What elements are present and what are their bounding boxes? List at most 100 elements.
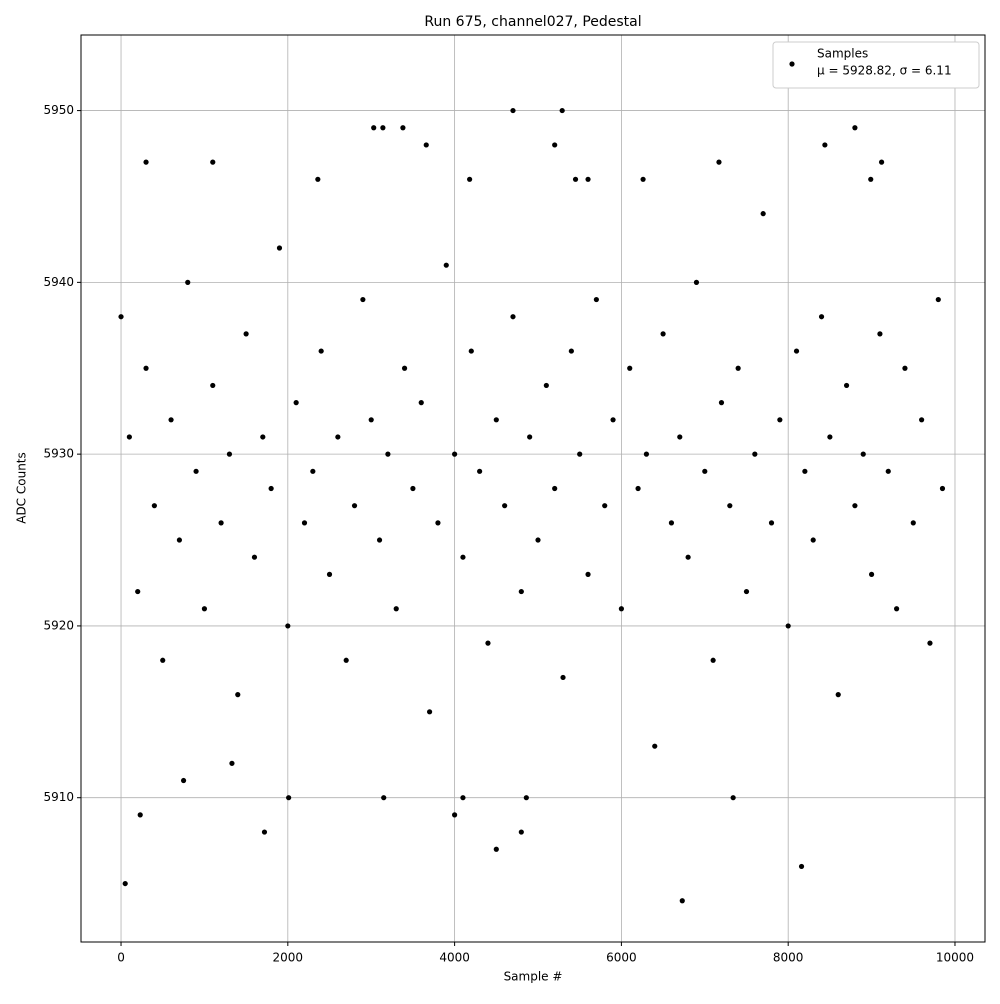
- point: [919, 417, 925, 423]
- point: [410, 485, 416, 492]
- point: [426, 709, 433, 715]
- point: [743, 588, 750, 595]
- point: [351, 503, 358, 509]
- point: [201, 606, 208, 612]
- point: [822, 142, 828, 148]
- point: [640, 176, 646, 182]
- point: [235, 692, 241, 698]
- point: [335, 434, 341, 440]
- point: [935, 296, 941, 303]
- x-axis-label: Sample #: [504, 970, 563, 984]
- point: [180, 777, 187, 784]
- point: [493, 417, 499, 423]
- point: [910, 520, 916, 526]
- point: [251, 554, 258, 560]
- point: [793, 348, 800, 354]
- point: [535, 537, 541, 543]
- point: [276, 245, 283, 251]
- point: [360, 296, 366, 303]
- point: [585, 176, 591, 182]
- x-tick-label: 0: [117, 951, 125, 965]
- point: [559, 107, 565, 114]
- point: [818, 314, 825, 320]
- point: [385, 451, 391, 457]
- x-tick-label: 4000: [439, 951, 470, 965]
- point: [902, 365, 908, 371]
- point: [939, 485, 946, 492]
- point: [716, 159, 722, 165]
- point: [868, 571, 875, 577]
- point: [510, 314, 516, 320]
- y-tick-label: 5920: [43, 618, 74, 632]
- point: [368, 417, 374, 423]
- point: [122, 880, 128, 887]
- point: [443, 262, 449, 268]
- point: [560, 674, 566, 681]
- point: [679, 898, 685, 904]
- point: [381, 795, 387, 801]
- y-tick-label: 5940: [43, 275, 74, 289]
- point: [468, 348, 474, 354]
- point: [343, 657, 349, 663]
- point: [118, 314, 124, 320]
- point: [543, 382, 549, 389]
- point: [618, 606, 624, 612]
- point: [602, 503, 608, 509]
- point: [760, 211, 766, 217]
- y-tick-label: 5910: [43, 790, 74, 804]
- point: [610, 417, 616, 423]
- point: [527, 434, 533, 440]
- point: [878, 159, 885, 165]
- point: [735, 365, 741, 371]
- point: [552, 485, 558, 492]
- point: [126, 434, 132, 440]
- x-tick-label: 6000: [606, 951, 637, 965]
- point: [293, 400, 299, 406]
- point: [460, 795, 466, 801]
- point: [193, 468, 199, 474]
- point: [493, 846, 499, 852]
- point: [243, 331, 249, 337]
- point: [852, 503, 858, 509]
- point: [685, 554, 691, 560]
- x-tick-label: 10000: [936, 951, 974, 965]
- point: [229, 760, 235, 766]
- point: [435, 520, 441, 526]
- point: [301, 520, 308, 526]
- point: [585, 571, 591, 577]
- point: [785, 623, 791, 629]
- point: [423, 142, 429, 148]
- point: [371, 125, 377, 131]
- legend-marker: [789, 61, 795, 67]
- point: [160, 657, 166, 663]
- point: [752, 451, 758, 457]
- point: [401, 365, 408, 371]
- point: [452, 451, 458, 457]
- point: [593, 296, 599, 303]
- point: [718, 400, 725, 406]
- point: [660, 331, 666, 337]
- point: [261, 829, 268, 835]
- y-tick-label: 5950: [43, 103, 74, 117]
- point: [226, 451, 233, 457]
- point: [693, 279, 700, 285]
- point: [168, 417, 174, 423]
- point: [518, 829, 524, 835]
- point: [286, 795, 292, 801]
- point: [877, 331, 883, 337]
- point: [285, 623, 291, 629]
- point: [643, 451, 650, 457]
- point: [635, 485, 641, 492]
- point: [185, 279, 191, 285]
- point: [523, 795, 529, 801]
- point: [777, 417, 783, 423]
- point: [310, 468, 316, 474]
- x-tick-label: 8000: [773, 951, 804, 965]
- point: [380, 125, 386, 131]
- point: [727, 503, 733, 509]
- point: [730, 795, 736, 801]
- point: [652, 743, 658, 749]
- point: [326, 571, 333, 577]
